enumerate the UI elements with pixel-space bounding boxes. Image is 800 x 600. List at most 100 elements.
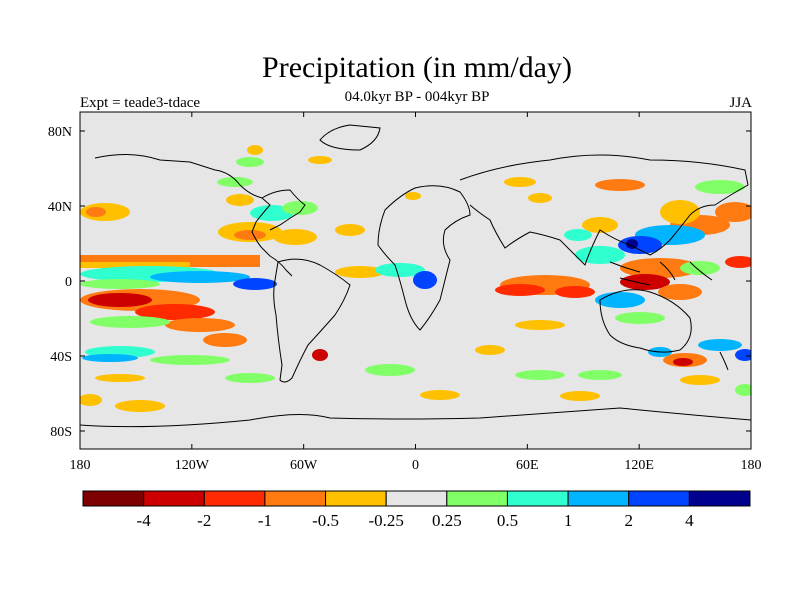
anomaly-patch <box>578 370 622 380</box>
anomaly-patch <box>236 157 264 167</box>
south-america-coast <box>273 258 351 383</box>
colorbar-swatch <box>203 490 266 507</box>
anomaly-patch <box>413 271 437 289</box>
australia-coast <box>599 289 692 353</box>
map-axes: 80N 40N 0 40S 80S 180 120W 60W 0 60E 120E 180 <box>48 112 762 473</box>
lon-tick-label: 120E <box>624 458 654 473</box>
lat-tick-label: 40N <box>48 200 72 215</box>
lon-tick-label: 180 <box>741 458 762 473</box>
colorbar-swatch <box>628 490 690 507</box>
maritime-continent-coast <box>609 261 713 286</box>
anomaly-patch <box>226 194 254 206</box>
colorbar-label: 0.5 <box>497 511 518 530</box>
anomaly-patch <box>475 345 505 355</box>
anomaly-patch <box>312 349 328 361</box>
north-america-coast <box>94 153 293 277</box>
anomaly-patch <box>273 229 317 245</box>
anomaly-patch <box>165 318 235 332</box>
anomaly-patch <box>735 384 751 396</box>
anomaly-patch <box>247 145 263 155</box>
colorbar-swatch <box>264 490 327 507</box>
lat-tick-label: 40S <box>50 350 72 365</box>
colorbar-label: -1 <box>258 511 272 530</box>
anomaly-patch <box>365 364 415 376</box>
anomaly-patch <box>234 230 266 240</box>
anomaly-patch <box>86 207 106 217</box>
lon-tick-label: 60E <box>516 458 539 473</box>
anomaly-patch <box>620 274 670 290</box>
anomaly-patch <box>725 256 751 268</box>
colorbar-label: -0.25 <box>368 511 403 530</box>
anomaly-patch <box>95 374 145 382</box>
new-zealand-coast <box>719 351 729 371</box>
anomaly-patch <box>150 271 250 283</box>
anomaly-patch <box>618 236 662 254</box>
anomaly-patch <box>80 394 102 406</box>
coastlines <box>80 124 751 428</box>
lon-tick-label: 180 <box>70 458 91 473</box>
lat-tick-label: 80S <box>50 425 72 440</box>
anomaly-patch <box>80 262 190 268</box>
anomaly-patch <box>735 349 751 361</box>
anomaly-patch <box>515 320 565 330</box>
colorbar-label: 2 <box>624 511 633 530</box>
anomaly-patch <box>217 177 253 187</box>
anomaly-patch <box>680 261 720 275</box>
colorbar-swatch <box>446 490 508 507</box>
anomaly-patch <box>115 400 165 412</box>
anomaly-patch <box>658 284 702 300</box>
anomaly-patch <box>80 279 160 289</box>
season-label: JJA <box>729 95 752 111</box>
plot-title: Precipitation (in mm/day) <box>262 51 572 84</box>
colorbar-swatch <box>688 490 751 507</box>
plot-subtitle: 04.0kyr BP - 004kyr BP <box>344 89 490 105</box>
anomaly-patch <box>680 375 720 385</box>
anomaly-patch <box>620 258 700 278</box>
anomaly-patch <box>626 239 638 249</box>
lon-tick-label: 0 <box>412 458 419 473</box>
anomaly-patch <box>575 246 625 264</box>
experiment-label: Expt = teade3-tdace <box>80 95 201 111</box>
anomaly-patch <box>420 390 460 400</box>
colorbar-swatch <box>567 490 630 507</box>
anomaly-patch <box>405 192 421 200</box>
anomaly-patch <box>135 304 215 320</box>
anomaly-patch <box>282 201 318 215</box>
anomaly-patch <box>560 391 600 401</box>
anomaly-patch <box>335 266 385 278</box>
lon-tick-label: 120W <box>175 458 210 473</box>
anomaly-field <box>80 145 751 412</box>
anomaly-patch <box>495 284 545 296</box>
anomaly-patch <box>660 200 700 224</box>
colorbar-swatch <box>385 490 448 507</box>
anomaly-patch <box>615 312 665 324</box>
anomaly-patch <box>90 316 170 328</box>
anomaly-patch <box>582 217 618 233</box>
anomaly-patch <box>564 229 592 241</box>
greenland-coast <box>319 124 381 151</box>
anomaly-patch <box>595 292 645 308</box>
colorbar-label: -2 <box>197 511 211 530</box>
colorbar-swatch <box>82 490 145 507</box>
eurasia-coast <box>459 154 749 266</box>
africa-coast <box>377 185 471 331</box>
lat-tick-label: 80N <box>48 125 72 140</box>
lon-tick-label: 60W <box>290 458 318 473</box>
colorbar-label: 1 <box>564 511 573 530</box>
colorbar-swatch <box>143 490 205 507</box>
anomaly-patch <box>595 179 645 191</box>
anomaly-patch <box>698 339 742 351</box>
lat-tick-label: 0 <box>65 275 72 290</box>
colorbar: -4 -2 -1 -0.5 -0.25 0.25 0.5 1 2 4 <box>82 490 751 530</box>
anomaly-patch <box>203 333 247 347</box>
antarctica-coast <box>80 407 751 428</box>
anomaly-patch <box>82 354 138 362</box>
north-america-east-coast <box>261 189 306 231</box>
anomaly-patch <box>504 177 536 187</box>
colorbar-swatch <box>506 490 569 507</box>
colorbar-label: -4 <box>137 511 152 530</box>
anomaly-patch <box>233 278 277 290</box>
anomaly-patch <box>528 193 552 203</box>
anomaly-patch <box>150 355 230 365</box>
